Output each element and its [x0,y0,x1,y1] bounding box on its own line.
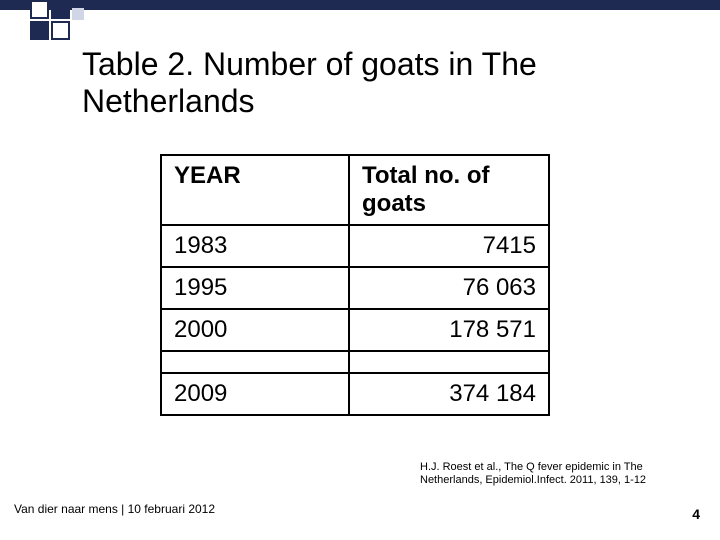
footer-text: Van dier naar mens | 10 februari 2012 [14,502,215,518]
col-year-header: YEAR [161,155,349,225]
col-total-header: Total no. of goats [349,155,549,225]
slide-title: Table 2. Number of goats in The Netherla… [82,46,642,120]
table-row: 1995 76 063 [161,267,549,309]
table-row: 2009 374 184 [161,373,549,415]
table-row: 1983 7415 [161,225,549,267]
goats-table: YEAR Total no. of goats 1983 7415 1995 7… [160,154,550,416]
page-number: 4 [692,506,700,522]
table-row: 2000 178 571 [161,309,549,351]
reference-text: H.J. Roest et al., The Q fever epidemic … [420,461,700,489]
